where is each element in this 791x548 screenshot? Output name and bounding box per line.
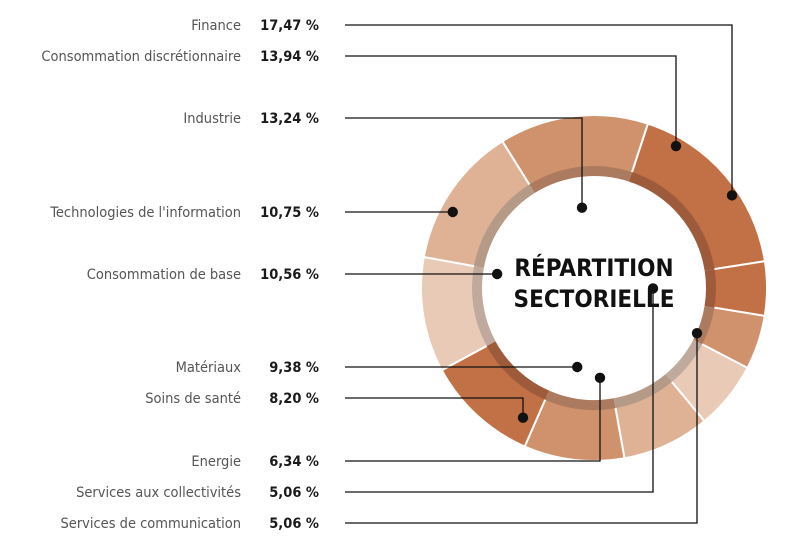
leader-dot-5 bbox=[491, 268, 503, 280]
leader-line-8 bbox=[345, 377, 601, 462]
legend-labels: Finance 17,47 % Consommation discrétionnai… bbox=[41, 18, 319, 532]
data-label-8: 6,34 % bbox=[269, 454, 319, 470]
data-label-10: 5,06 % bbox=[269, 516, 319, 532]
leader-line-1 bbox=[345, 24, 733, 196]
slice-3-inner bbox=[473, 184, 535, 268]
data-label-5: 10,56 % bbox=[260, 267, 319, 283]
leader-dot-10 bbox=[691, 327, 703, 339]
legend-label-9: Services aux collectivités bbox=[76, 485, 241, 501]
leader-dot-8 bbox=[594, 372, 606, 384]
legend-label-4: Technologies de l'information bbox=[49, 205, 241, 221]
leader-line-9 bbox=[345, 288, 654, 493]
leader-line-3 bbox=[345, 117, 583, 208]
slice-2-inner bbox=[529, 165, 633, 194]
legend-label-7: Soins de santé bbox=[145, 391, 241, 407]
legend-label-2: Consommation discrétionnaire bbox=[41, 49, 241, 65]
leader-line-10 bbox=[345, 333, 698, 524]
slice-4-inner bbox=[472, 266, 496, 346]
leader-dot-1 bbox=[726, 190, 738, 201]
leader-line-7 bbox=[345, 397, 524, 418]
data-label-2: 13,94 % bbox=[260, 49, 319, 65]
leader-line-2 bbox=[345, 55, 677, 147]
center-label-line-2: SECTORIELLE bbox=[514, 285, 675, 313]
slice-7-inner bbox=[613, 374, 672, 409]
legend-label-6: Matériaux bbox=[176, 360, 242, 376]
slice-8-inner bbox=[665, 339, 703, 382]
data-label-1: 17,47 % bbox=[260, 18, 319, 34]
donut-inner-ring bbox=[472, 165, 716, 410]
leader-dot-6 bbox=[572, 361, 583, 373]
leader-dot-2 bbox=[670, 140, 682, 152]
data-label-4: 10,75 % bbox=[260, 205, 319, 221]
legend-label-10: Services de communication bbox=[61, 516, 242, 532]
center-label: RÉPARTITION SECTORIELLE bbox=[514, 253, 675, 313]
slice-1 bbox=[628, 122, 767, 272]
legend-label-5: Consommation de base bbox=[87, 267, 241, 283]
leader-dot-9 bbox=[647, 283, 659, 294]
slice-9-inner bbox=[704, 269, 716, 308]
leader-dot-7 bbox=[517, 412, 529, 423]
leader-dot-4 bbox=[447, 206, 458, 218]
legend-label-1: Finance bbox=[191, 18, 241, 34]
slice-6-inner bbox=[545, 390, 616, 410]
leader-lines bbox=[345, 24, 738, 524]
data-label-9: 5,06 % bbox=[269, 485, 319, 501]
data-label-6: 9,38 % bbox=[269, 360, 319, 376]
data-label-3: 13,24 % bbox=[260, 111, 319, 127]
center-label-line-1: RÉPARTITION bbox=[514, 253, 673, 282]
slice-1-inner bbox=[628, 172, 715, 271]
leader-dot-3 bbox=[576, 202, 588, 213]
data-label-7: 8,20 % bbox=[269, 391, 319, 407]
legend-label-3: Industrie bbox=[183, 111, 241, 127]
legend-label-8: Energie bbox=[191, 454, 241, 470]
slice-5-inner bbox=[486, 341, 550, 400]
